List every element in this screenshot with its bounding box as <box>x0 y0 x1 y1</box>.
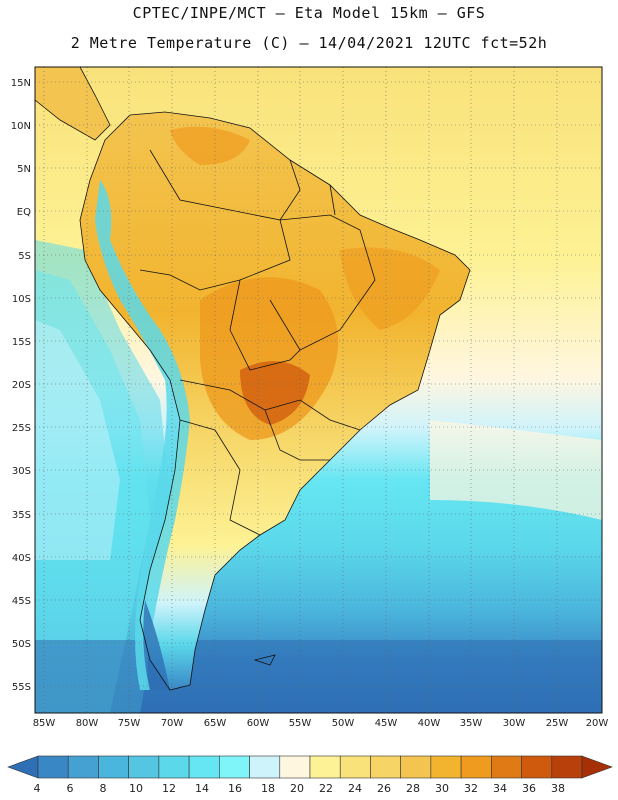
lat-label: 5S <box>18 251 31 262</box>
colorbar-label: 38 <box>551 782 565 795</box>
lon-label: 45W <box>375 718 398 729</box>
colorbar-cell <box>98 755 129 779</box>
lon-label: 60W <box>247 718 270 729</box>
lat-label: 15N <box>11 78 31 89</box>
colorbar-label: 26 <box>377 782 391 795</box>
lat-label: 30S <box>12 466 31 477</box>
lon-labels: 85W 80W 75W 70W 65W 60W 55W 50W 45W 40W … <box>33 718 609 729</box>
colorbar-label: 34 <box>493 782 507 795</box>
colorbar-cell <box>249 755 281 779</box>
colorbar-label: 10 <box>129 782 143 795</box>
colorbar-label: 16 <box>228 782 242 795</box>
colorbar-label: 6 <box>67 782 74 795</box>
colorbar-cell <box>188 755 220 779</box>
colorbar-label: 22 <box>319 782 333 795</box>
lon-label: 35W <box>460 718 483 729</box>
colorbar-cell <box>430 755 462 779</box>
lat-label: 25S <box>12 423 31 434</box>
colorbar-cell <box>7 755 39 779</box>
lat-label: 40S <box>12 553 31 564</box>
lat-label: 45S <box>12 596 31 607</box>
map-frame <box>34 66 603 714</box>
lon-label: 25W <box>546 718 569 729</box>
lon-label: 30W <box>503 718 526 729</box>
colorbar-cell <box>491 755 522 779</box>
lon-label: 20W <box>586 718 609 729</box>
colorbar-cell <box>551 755 583 779</box>
colorbar-label: 8 <box>100 782 107 795</box>
title-line-2: 2 Metre Temperature (C) – 14/04/2021 12U… <box>70 34 548 52</box>
title-line-1: CPTEC/INPE/MCT – Eta Model 15km – GFS <box>132 4 486 22</box>
colorbar-cell <box>581 755 613 779</box>
map-grid <box>35 67 602 713</box>
lon-label: 55W <box>289 718 312 729</box>
lon-label: 85W <box>33 718 56 729</box>
colorbar-label: 24 <box>348 782 362 795</box>
lon-label: 80W <box>76 718 99 729</box>
lat-label: 20S <box>12 380 31 391</box>
colorbar-label: 4 <box>34 782 41 795</box>
lat-label: 10N <box>11 121 31 132</box>
colorbar-cell <box>370 755 401 779</box>
colorbar-cell <box>158 755 190 779</box>
colorbar-label: 32 <box>464 782 478 795</box>
lat-label: 15S <box>12 337 31 348</box>
colorbar-cell <box>279 755 311 779</box>
colorbar-label: 28 <box>406 782 420 795</box>
colorbar-label: 18 <box>261 782 275 795</box>
colorbar-label: 12 <box>162 782 176 795</box>
colorbar-label: 36 <box>522 782 536 795</box>
lon-label: 65W <box>204 718 227 729</box>
colorbar-label: 14 <box>195 782 209 795</box>
colorbar-cell <box>460 755 492 779</box>
colorbar-label: 20 <box>290 782 304 795</box>
lat-label: 35S <box>12 510 31 521</box>
lon-label: 70W <box>161 718 184 729</box>
lon-label: 40W <box>418 718 441 729</box>
lon-label: 75W <box>118 718 141 729</box>
colorbar-label: 30 <box>435 782 449 795</box>
lat-label: 10S <box>12 294 31 305</box>
lat-label: EQ <box>17 207 31 218</box>
lat-label: 50S <box>12 639 31 650</box>
colorbar-cell <box>400 755 432 779</box>
colorbar-cell <box>219 755 250 779</box>
lat-label: 55S <box>12 682 31 693</box>
map-field <box>35 67 602 713</box>
colorbar <box>7 755 613 779</box>
lat-labels: 15N 10N 5N EQ 5S 10S 15S 20S 25S 30S 35S… <box>11 78 31 693</box>
colorbar-cell <box>128 755 160 779</box>
colorbar-labels: 4 6 8 10 12 14 16 18 20 22 24 26 28 30 3… <box>34 782 566 795</box>
colorbar-cell <box>521 755 553 779</box>
lon-label: 50W <box>332 718 355 729</box>
colorbar-cell <box>37 755 69 779</box>
colorbar-cell <box>339 755 371 779</box>
colorbar-cell <box>309 755 341 779</box>
lat-label: 5N <box>17 164 31 175</box>
colorbar-cell <box>67 755 99 779</box>
